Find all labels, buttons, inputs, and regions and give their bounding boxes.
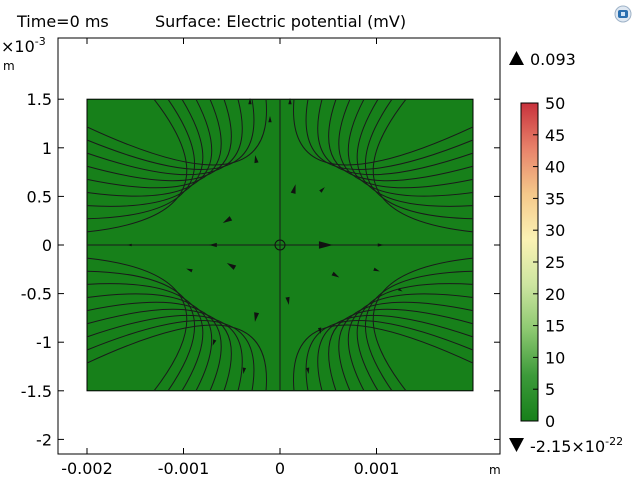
streamline (86, 98, 188, 233)
streamline (338, 99, 474, 189)
streamline-arrow-icon (397, 288, 403, 292)
min-marker-icon (509, 438, 524, 452)
streamline (293, 99, 474, 166)
streamline (86, 99, 255, 170)
streamline-arrow-icon (317, 327, 322, 334)
streamlines (86, 98, 474, 392)
max-marker-value: 0.093 (530, 50, 576, 69)
streamline-arrow-icon (212, 339, 217, 346)
colorbar-tick-label: 20 (545, 285, 565, 304)
streamline (372, 98, 474, 233)
streamline (356, 283, 474, 392)
colorbar-tick-label: 10 (545, 348, 565, 367)
colorbar-tick-label: 50 (545, 94, 565, 113)
streamline (86, 301, 222, 391)
colorbar-tick-label: 0 (545, 412, 555, 431)
y-tick-label: 0 (42, 236, 52, 255)
streamline-arrow-icon (305, 367, 310, 374)
streamline-arrow-icon (209, 242, 217, 248)
colorbar-tick-label: 25 (545, 253, 565, 272)
streamline (86, 270, 195, 392)
streamline (86, 98, 195, 220)
streamline (86, 320, 255, 391)
streamline-arrow-icon (254, 155, 259, 164)
streamline-arrow-icon (318, 241, 333, 249)
streamline (86, 308, 232, 391)
x-tick-label: 0 (275, 459, 285, 478)
y-axis: 1.5 1 0.5 0 -0.5 -1 -1.5 -2 (21, 90, 500, 449)
x-tick-label: -0.001 (158, 459, 210, 478)
streamline (305, 99, 474, 170)
streamline-arrow-icon (319, 187, 325, 193)
streamline-arrow-icon (288, 98, 292, 105)
streamline (86, 99, 232, 182)
min-marker-value: -2.15×10-22 (530, 435, 623, 456)
y-tick-label: -1.5 (21, 382, 52, 401)
colorbar-tick-label: 5 (545, 380, 555, 399)
streamline (86, 99, 222, 189)
time-label: Time=0 ms (17, 12, 109, 31)
streamline (365, 270, 474, 392)
streamline (86, 98, 213, 197)
x-tick-label: 0.001 (354, 459, 400, 478)
streamline-arrow-icon (127, 243, 132, 247)
center-point-marker (274, 239, 286, 251)
plot-title: Surface: Electric potential (mV) (155, 12, 407, 31)
streamline-arrow-icon (377, 243, 384, 247)
streamline-arrow-icon (226, 263, 237, 270)
streamline (328, 308, 474, 391)
streamline (86, 257, 188, 392)
y-axis-multiplier: ×10-3 (1, 35, 46, 56)
y-tick-label: 1.5 (27, 90, 52, 109)
streamline (305, 320, 474, 391)
streamline (347, 293, 474, 392)
streamline-arrow-icon (331, 271, 340, 278)
streamline (347, 98, 474, 197)
streamline (338, 301, 474, 391)
y-tick-label: 1 (42, 139, 52, 158)
colorbar-tick-label: 30 (545, 221, 565, 240)
streamline-arrow-icon (242, 367, 247, 374)
streamline (372, 257, 474, 392)
streamline-arrow-icon (222, 216, 233, 223)
y-tick-label: -2 (36, 430, 52, 449)
streamline (86, 99, 267, 166)
streamline-arrows (127, 98, 403, 374)
y-tick-label: -0.5 (21, 285, 52, 304)
streamline (365, 98, 474, 220)
streamline-arrow-icon (373, 267, 380, 272)
streamline-arrow-icon (290, 184, 296, 194)
streamline-arrow-icon (248, 98, 252, 105)
colorbar-tick-label: 35 (545, 189, 565, 208)
streamline-arrow-icon (186, 268, 193, 273)
app-logo-icon (612, 4, 634, 24)
y-tick-label: 0.5 (27, 187, 52, 206)
streamline-arrow-icon (254, 312, 260, 322)
x-axis: -0.002 -0.001 0 0.001 (61, 38, 399, 478)
axes-frame (57, 37, 501, 455)
streamline (293, 324, 474, 391)
streamline (328, 99, 474, 182)
colorbar-tick-label: 40 (545, 158, 565, 177)
x-axis-unit: m (489, 463, 501, 477)
streamline-arrow-icon (268, 116, 272, 123)
y-axis-unit: m (3, 59, 15, 73)
streamline (86, 98, 204, 207)
colorbar-tick-label: 15 (545, 317, 565, 336)
streamline (86, 324, 267, 391)
max-marker-icon (509, 51, 524, 65)
x-tick-label: -0.002 (61, 459, 113, 478)
y-tick-label: -1 (36, 333, 52, 352)
colorbar-tick-label: 45 (545, 126, 565, 145)
streamline (86, 283, 204, 392)
streamline (356, 98, 474, 207)
streamline-arrow-icon (285, 296, 290, 305)
streamline (86, 293, 213, 392)
